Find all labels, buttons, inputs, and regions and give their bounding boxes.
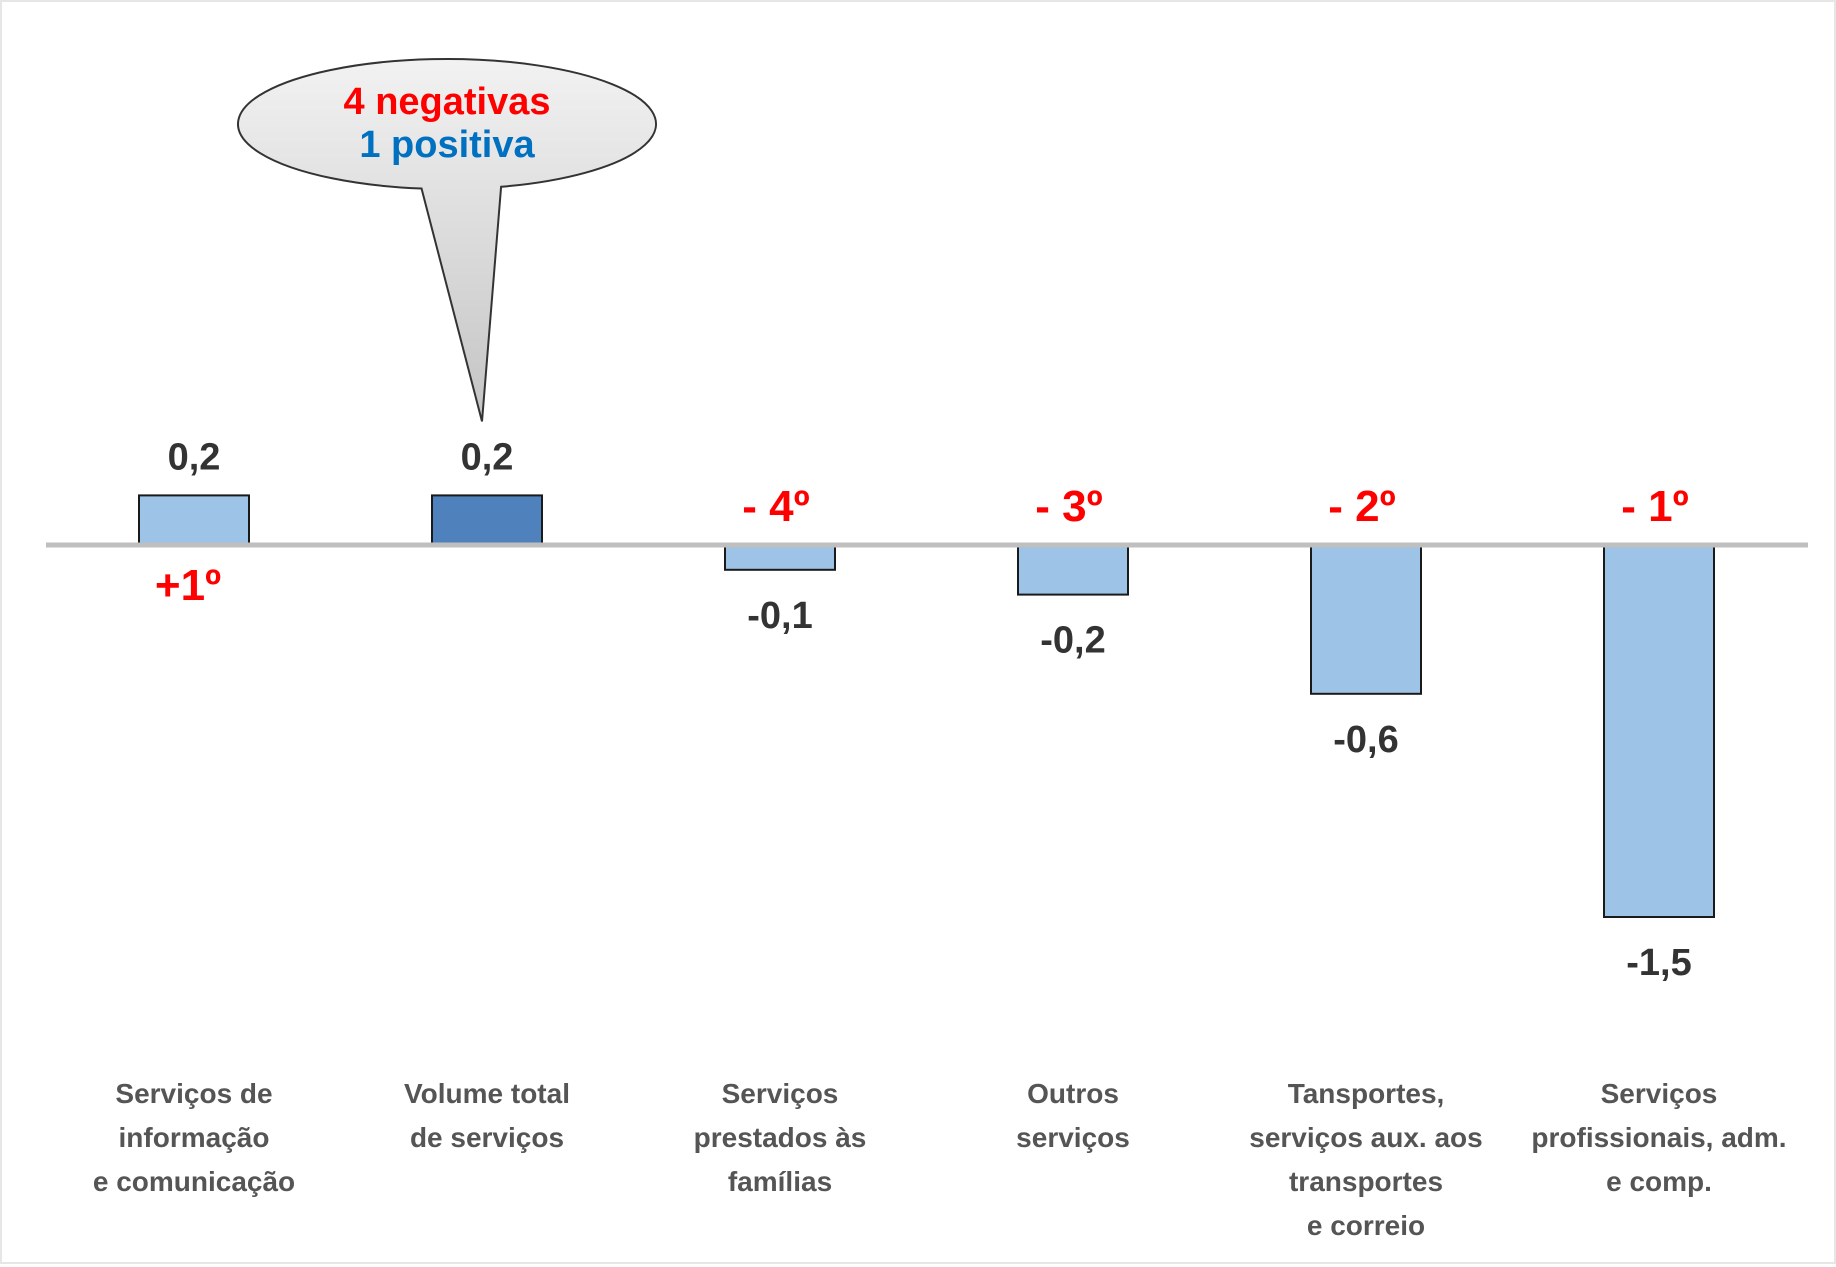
category-label-line: de serviços [410,1122,564,1153]
bar-value-label: -1,5 [1626,942,1691,984]
bar-value-label: -0,6 [1333,719,1398,761]
category-label-line: Serviços de [115,1078,272,1109]
bar [431,494,543,546]
category-label-line: Tansportes, [1288,1078,1445,1109]
category-label: Tansportes, serviços aux. aos transportes e… [1249,1078,1482,1241]
bar [138,494,250,546]
category-label-line: e correio [1307,1210,1425,1241]
callout-negative-text: 4 negativas [344,81,551,123]
category-label-line: serviços [1016,1122,1130,1153]
bar-value-label: -0,2 [1040,620,1105,662]
category-label-line: Serviços [722,1078,839,1109]
category-label: Outros serviços [1016,1078,1130,1153]
category-label-line: informação [119,1122,270,1153]
rank-label: - 3º [1035,482,1102,531]
bar-value-label: -0,1 [747,595,812,637]
bar-value-label: 0,2 [168,436,221,478]
category-label: Serviços profissionais, adm. e comp. [1531,1078,1786,1197]
bar-value-label: 0,2 [461,436,514,478]
bar [724,544,836,571]
rank-label: +1º [155,561,221,610]
category-label-line: Outros [1027,1078,1119,1109]
callout-bubble: 4 negativas 1 positiva [237,58,657,422]
category-label-line: e comp. [1606,1166,1712,1197]
category-label-line: serviços aux. aos [1249,1122,1482,1153]
rank-label: - 4º [742,482,809,531]
labels-layer: 0,2 +1º Serviços de informação e comunicação… [93,436,1787,1241]
bar [1310,544,1422,695]
category-label: Serviços prestados às famílias [694,1078,867,1197]
callout-shape [237,58,657,422]
category-label-line: profissionais, adm. [1531,1122,1786,1153]
category-label-line: Serviços [1601,1078,1718,1109]
category-label-line: famílias [728,1166,832,1197]
rank-label: - 1º [1621,482,1688,531]
bar [1017,544,1129,596]
bars-layer [138,494,1715,918]
category-label-line: transportes [1289,1166,1443,1197]
category-label: Serviços de informação e comunicação [93,1078,295,1197]
rank-label: - 2º [1328,482,1395,531]
category-label-line: Volume total [404,1078,570,1109]
bar [1603,544,1715,918]
callout-positive-text: 1 positiva [359,124,535,166]
category-label-line: prestados às [694,1122,867,1153]
category-label: Volume total de serviços [404,1078,570,1153]
category-label-line: e comunicação [93,1166,295,1197]
